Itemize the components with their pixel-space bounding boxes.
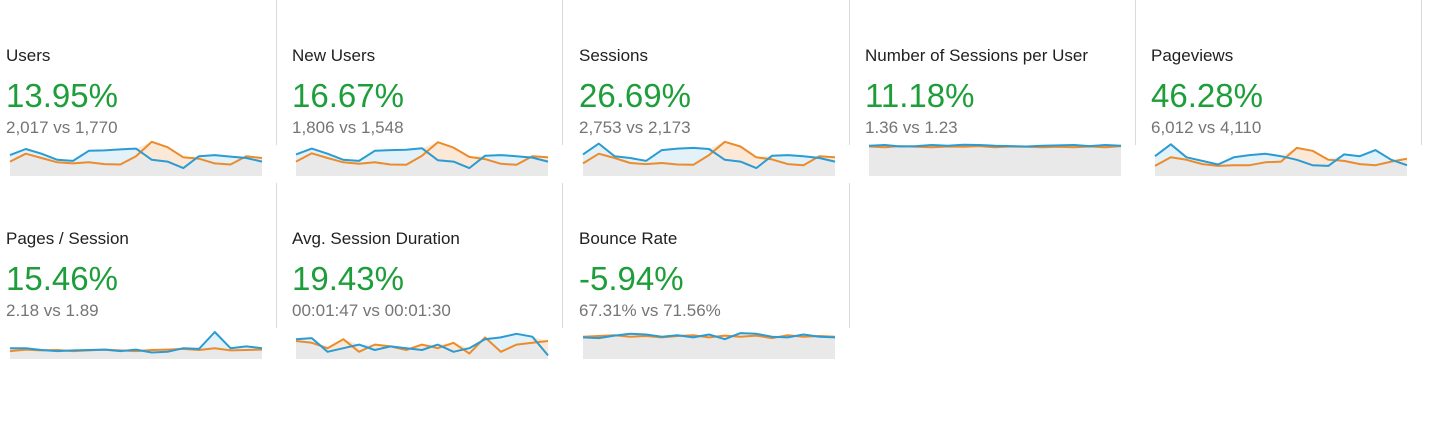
- metric-title: New Users: [292, 46, 376, 65]
- sparkline-band: [25, 149, 42, 158]
- sparkline-band: [311, 148, 328, 158]
- sparkline-current-series: [295, 147, 549, 170]
- sparkline-current-series: [582, 332, 836, 341]
- metric-card-users[interactable]: Users 13.95% 2,017 vs 1,770: [0, 0, 286, 176]
- sparkline-current-series: [582, 142, 836, 170]
- sparkline-band: [120, 148, 136, 165]
- metric-change: 19.43%: [292, 260, 404, 297]
- metric-change: -5.94%: [579, 260, 684, 297]
- metric-change: 46.28%: [1151, 77, 1263, 114]
- sparkline-base-area: [296, 339, 548, 359]
- sparkline-current-series: [1154, 143, 1408, 167]
- sparkline-base-area: [869, 146, 1121, 176]
- sparkline-previous-series: [295, 336, 549, 355]
- sparkline-band: [374, 150, 391, 165]
- sparkline-band: [677, 147, 694, 165]
- sparkline-chart: [295, 141, 549, 176]
- card-divider: [562, 183, 563, 328]
- sparkline-band: [661, 148, 678, 165]
- metric-change: 11.18%: [865, 77, 975, 114]
- sparkline-chart: [1154, 143, 1408, 176]
- metric-comparison: 6,012 vs 4,110: [1151, 118, 1262, 137]
- sparkline-previous-series: [1154, 146, 1408, 167]
- sparkline-current-series: [10, 331, 263, 354]
- sparkline-band: [1359, 150, 1376, 166]
- metric-card-pageviews[interactable]: Pageviews 46.28% 6,012 vs 4,110: [1145, 0, 1430, 176]
- sparkline-chart: [9, 331, 263, 359]
- sparkline-chart: [9, 140, 263, 176]
- metric-comparison: 2,017 vs 1,770: [6, 118, 118, 137]
- metric-change: 16.67%: [292, 77, 404, 114]
- card-divider: [562, 0, 563, 145]
- metric-change: 13.95%: [6, 77, 118, 114]
- card-divider: [276, 183, 277, 328]
- metric-comparison: 1.36 vs 1.23: [865, 118, 958, 137]
- card-divider: [1421, 0, 1422, 145]
- sparkline-base-area: [583, 335, 835, 359]
- sparkline-band: [1155, 144, 1171, 166]
- metric-card-new-users[interactable]: New Users 16.67% 1,806 vs 1,548: [286, 0, 572, 176]
- metric-title: Sessions: [579, 46, 648, 65]
- sparkline-band: [88, 150, 105, 165]
- metric-title: Pages / Session: [6, 229, 129, 248]
- metric-title: Pageviews: [1151, 46, 1234, 65]
- sparkline-current-series: [868, 143, 1122, 148]
- metric-change: 15.46%: [6, 260, 118, 297]
- metric-change: 26.69%: [579, 77, 691, 114]
- metric-title: Users: [6, 46, 51, 65]
- sparkline-band: [787, 155, 804, 166]
- card-divider: [276, 0, 277, 145]
- sparkline-band: [583, 143, 599, 164]
- card-divider: [849, 0, 850, 145]
- metric-card-avg-session-duration[interactable]: Avg. Session Duration 19.43% 00:01:47 vs…: [286, 183, 572, 359]
- metric-comparison: 1,806 vs 1,548: [292, 118, 404, 137]
- sparkline-base-area: [1155, 157, 1407, 176]
- sparkline-previous-series: [295, 141, 549, 166]
- metric-card-sessions-per-user[interactable]: Number of Sessions per User 11.18% 1.36 …: [859, 0, 1145, 176]
- sparkline-band: [724, 141, 741, 162]
- metric-title: Number of Sessions per User: [865, 46, 1088, 65]
- card-divider: [849, 183, 850, 328]
- sparkline-base-area: [296, 153, 548, 176]
- sparkline-current-series: [295, 332, 549, 357]
- metric-comparison: 2.18 vs 1.89: [6, 301, 99, 320]
- sparkline-band: [390, 149, 407, 165]
- metric-comparison: 00:01:47 vs 00:01:30: [292, 301, 451, 320]
- sparkline-band: [296, 148, 312, 162]
- sparkline-band: [214, 155, 231, 165]
- sparkline-band: [772, 155, 788, 165]
- metric-title: Avg. Session Duration: [292, 229, 460, 248]
- sparkline-band: [500, 155, 517, 165]
- metric-card-pages-per-session[interactable]: Pages / Session 15.46% 2.18 vs 1.89: [0, 183, 286, 359]
- sparkline-band: [1312, 150, 1329, 166]
- sparkline-base-area: [583, 153, 835, 176]
- sparkline-previous-series: [9, 140, 263, 166]
- metric-card-sessions[interactable]: Sessions 26.69% 2,753 vs 2,173: [573, 0, 859, 176]
- metric-comparison: 67.31% vs 71.56%: [579, 301, 721, 320]
- sparkline-chart: [295, 332, 549, 359]
- sparkline-chart: [868, 143, 1122, 176]
- sparkline-band: [1375, 150, 1392, 166]
- sparkline-previous-series: [582, 140, 836, 167]
- metric-title: Bounce Rate: [579, 229, 678, 248]
- sparkline-chart: [582, 140, 836, 176]
- sparkline-chart: [582, 332, 836, 359]
- sparkline-band: [406, 148, 422, 165]
- sparkline-current-series: [9, 147, 263, 170]
- sparkline-band: [693, 147, 709, 165]
- metric-comparison: 2,753 vs 2,173: [579, 118, 691, 137]
- card-divider: [1135, 0, 1136, 145]
- sparkline-band: [104, 149, 121, 165]
- sparkline-band: [500, 333, 517, 352]
- sparkline-band: [10, 149, 26, 162]
- metric-card-bounce-rate[interactable]: Bounce Rate -5.94% 67.31% vs 71.56%: [573, 183, 859, 359]
